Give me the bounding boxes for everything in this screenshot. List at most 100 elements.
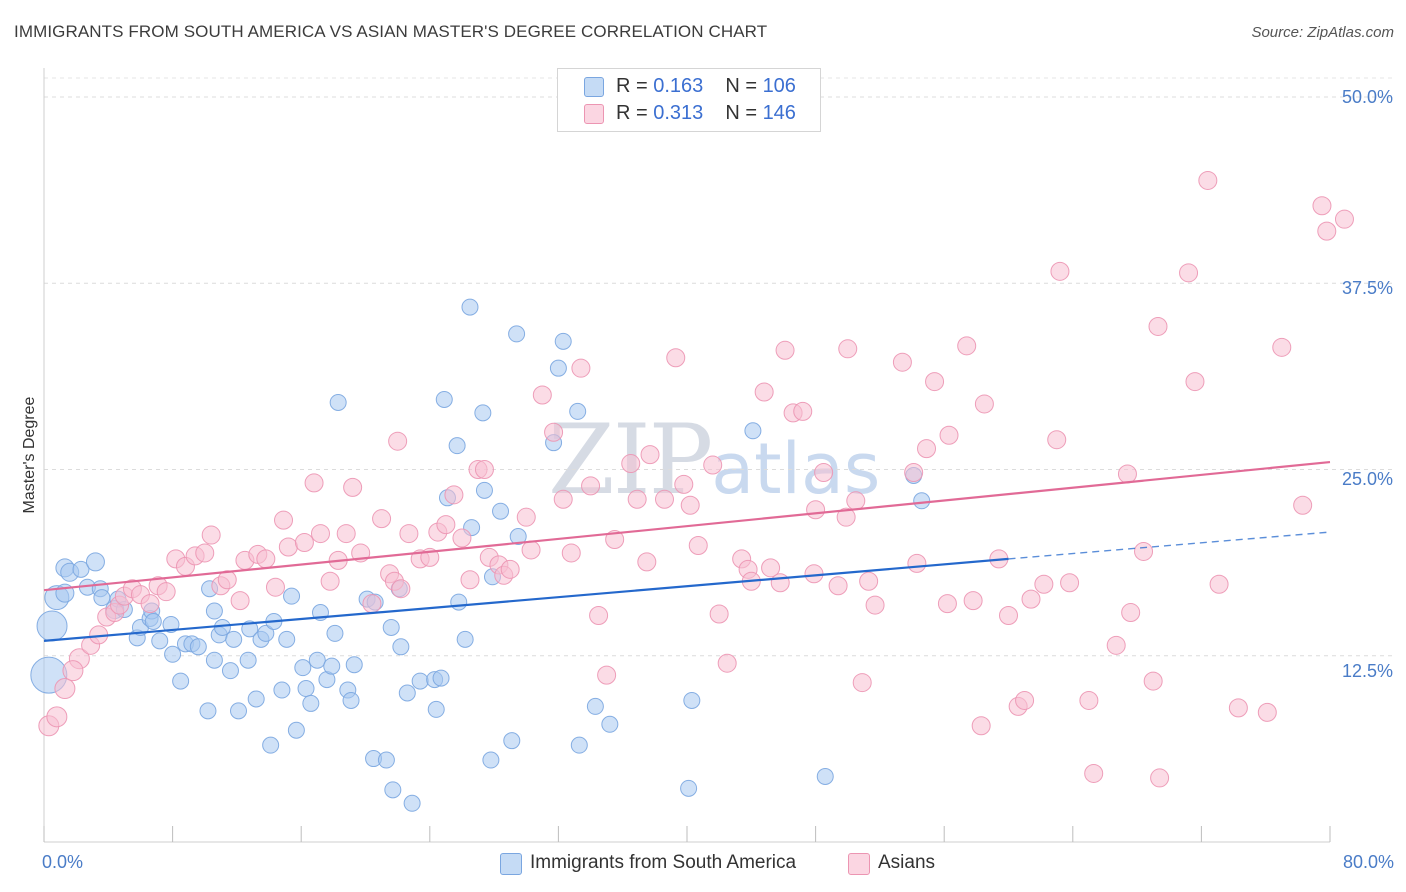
south-america-point	[329, 393, 347, 411]
bottom-legend-label: Immigrants from South America	[530, 852, 797, 873]
south-america-point	[189, 638, 207, 656]
south-america-point	[172, 672, 190, 690]
south-america-point	[461, 298, 479, 316]
asian-point	[917, 439, 937, 459]
south-america-point	[411, 672, 429, 690]
asian-point	[925, 372, 945, 392]
asian-point	[436, 515, 456, 535]
asian-point	[1143, 671, 1163, 691]
asian-point	[343, 477, 363, 497]
south-america-point	[384, 781, 402, 799]
asian-point	[709, 604, 729, 624]
y-tick-label-37-5: 37.5%	[1341, 278, 1393, 298]
south-america-point	[247, 690, 265, 708]
asian-point	[674, 474, 694, 494]
asian-point	[859, 571, 879, 591]
asian-point	[1148, 316, 1168, 336]
bottom-legend-swatch-pink	[848, 853, 870, 875]
south-america-point	[199, 702, 217, 720]
asian-point	[336, 524, 356, 544]
south-america-point	[273, 681, 291, 699]
south-america-point	[680, 779, 698, 797]
asian-point	[907, 553, 927, 573]
asian-point	[444, 485, 464, 505]
asian-point	[1021, 589, 1041, 609]
legend-n-label: N =	[725, 102, 763, 124]
asian-point	[156, 582, 176, 602]
asian-point	[904, 462, 924, 482]
asian-point	[666, 348, 686, 368]
asian-point	[278, 537, 298, 557]
south-america-point	[294, 659, 312, 677]
south-america-point	[162, 615, 180, 633]
asian-point	[1134, 541, 1154, 561]
asian-point	[388, 431, 408, 451]
south-america-point	[323, 657, 341, 675]
south-america-point	[262, 736, 280, 754]
south-america-point	[509, 528, 527, 546]
legend-r-value: 0.163	[653, 75, 704, 97]
asian-point	[516, 507, 536, 527]
asian-point	[703, 455, 723, 475]
asian-point	[688, 535, 708, 555]
south-america-point	[392, 638, 410, 656]
asian-point	[974, 394, 994, 414]
asian-point	[1185, 372, 1205, 392]
asian-point	[814, 462, 834, 482]
asian-point	[846, 491, 866, 511]
south-america-point	[205, 602, 223, 620]
asian-point	[521, 540, 541, 560]
asian-point	[1117, 464, 1137, 484]
y-tick-label-50: 50.0%	[1341, 87, 1393, 107]
south-america-point	[239, 651, 257, 669]
asian-point	[1198, 170, 1218, 190]
asian-point	[1015, 690, 1035, 710]
south-america-point	[475, 481, 493, 499]
legend-swatch-blue	[584, 77, 604, 97]
asian-point	[654, 489, 674, 509]
asian-point	[362, 594, 382, 614]
legend-n-label: N =	[725, 75, 763, 97]
asian-point	[680, 495, 700, 515]
asian-point	[460, 570, 480, 590]
asian-point	[637, 552, 657, 572]
south-america-point	[435, 390, 453, 408]
south-america-point	[586, 697, 604, 715]
south-america-point	[508, 325, 526, 343]
asian-point	[793, 401, 813, 421]
south-america-point	[398, 684, 416, 702]
y-tick-label-12-5: 12.5%	[1341, 661, 1393, 681]
south-america-point	[302, 694, 320, 712]
y-tick-label-25: 25.0%	[1341, 469, 1393, 489]
bottom-legend-label: Asians	[878, 852, 936, 873]
south-america-point	[326, 624, 344, 642]
asian-point	[627, 489, 647, 509]
south-america-point	[913, 492, 931, 510]
chart-title: IMMIGRANTS FROM SOUTH AMERICA VS ASIAN M…	[14, 22, 768, 41]
asian-point	[754, 382, 774, 402]
asian-point	[500, 559, 520, 579]
asian-point	[1034, 574, 1054, 594]
south-america-point	[230, 702, 248, 720]
legend-swatch-pink	[584, 104, 604, 124]
asian-point	[217, 570, 237, 590]
south-america-point	[601, 715, 619, 733]
asian-point	[256, 549, 276, 569]
south-america-point	[482, 751, 500, 769]
asian-point	[1121, 603, 1141, 623]
asian-point	[1293, 495, 1313, 515]
asian-point	[553, 489, 573, 509]
asian-point	[828, 576, 848, 596]
south-america-point	[549, 359, 567, 377]
asian-point	[140, 594, 160, 614]
asian-point	[865, 595, 885, 615]
asian-point	[836, 507, 856, 527]
south-america-point	[345, 656, 363, 674]
south-america-point	[683, 691, 701, 709]
south-america-point	[554, 332, 572, 350]
asian-point	[999, 606, 1018, 626]
asian-point	[391, 579, 411, 599]
south-america-point	[492, 502, 510, 520]
asian-point	[1050, 261, 1070, 281]
asian-point	[597, 665, 617, 685]
